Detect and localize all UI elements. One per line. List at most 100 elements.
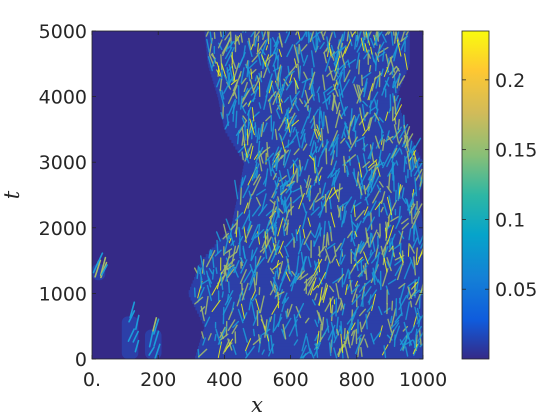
turbulence-streak (372, 188, 382, 204)
colorbar-tick-label: 0.2 (495, 70, 525, 92)
turbulence-streak (265, 73, 273, 93)
turbulence-streak (287, 65, 290, 74)
turbulence-streak (354, 231, 358, 238)
turbulence-streak (287, 303, 293, 318)
turbulent-band-slice (210, 70, 407, 75)
turbulence-streak (272, 270, 277, 291)
turbulent-band-slice (208, 63, 410, 68)
turbulence-streak (393, 124, 400, 143)
turbulence-streak (249, 79, 255, 94)
turbulence-streak (382, 152, 391, 169)
turbulent-band-slice (192, 299, 423, 304)
turbulence-streak (318, 258, 321, 273)
turbulence-streak (369, 106, 377, 112)
turbulence-streak (362, 137, 366, 152)
turbulence-streak (254, 74, 258, 82)
turbulence-streak (299, 345, 307, 359)
turbulence-streak (291, 119, 300, 127)
turbulence-streak (392, 73, 402, 89)
patch-streak (132, 330, 139, 343)
turbulence-streak (362, 212, 371, 220)
turbulence-streak (403, 259, 413, 280)
turbulence-streak (354, 33, 358, 50)
turbulence-streak (335, 79, 339, 86)
turbulence-streak (262, 122, 268, 133)
turbulence-streak (293, 101, 300, 112)
turbulence-streak (303, 230, 312, 245)
turbulence-streak (369, 37, 375, 48)
turbulent-band-slice (208, 250, 423, 255)
turbulence-streak (227, 98, 236, 116)
turbulence-streak (368, 65, 372, 73)
turbulence-streak (257, 42, 259, 52)
turbulence-streak (383, 345, 387, 358)
turbulence-streak (411, 137, 422, 154)
turbulence-streak (382, 48, 385, 62)
turbulence-streak (301, 333, 308, 352)
turbulence-streak (241, 151, 244, 161)
turbulence-streak (282, 122, 292, 141)
patch-streak (154, 343, 161, 359)
turbulence-streak (276, 260, 279, 268)
turbulence-streak (236, 130, 240, 145)
turbulence-streak (253, 277, 257, 292)
turbulence-streak (349, 279, 353, 295)
turbulent-band-slice (231, 224, 423, 229)
turbulence-streak (222, 339, 230, 355)
turbulence-streak (223, 235, 230, 254)
turbulence-streak (337, 273, 345, 283)
turbulence-streak (370, 212, 373, 230)
turbulence-streak (368, 164, 376, 171)
colorbar-tick-label: 0.1 (495, 209, 525, 231)
turbulence-streak (356, 334, 362, 341)
turbulence-streak (328, 196, 332, 210)
turbulence-streak (305, 178, 312, 195)
turbulence-streak (367, 159, 378, 169)
turbulence-streak (390, 31, 394, 46)
turbulence-streak (235, 244, 240, 253)
turbulence-streak (416, 307, 421, 318)
turbulence-streak (274, 128, 278, 141)
turbulence-streak (271, 200, 276, 217)
turbulence-streak (194, 296, 204, 305)
turbulence-streak (233, 266, 239, 278)
turbulence-streak (262, 59, 271, 78)
turbulence-streak (216, 239, 219, 254)
turbulence-streak (323, 31, 327, 37)
turbulence-streak (332, 49, 340, 56)
turbulence-streak (358, 84, 363, 94)
turbulence-streak (373, 72, 383, 80)
turbulent-band-slice (232, 221, 423, 226)
turbulence-streak (282, 216, 288, 226)
turbulence-streak (351, 294, 361, 305)
turbulence-streak (346, 169, 349, 178)
turbulence-streak (252, 173, 261, 186)
turbulence-streak (208, 249, 212, 259)
turbulent-band-slice (205, 37, 410, 42)
y-axis-label: t (0, 190, 24, 199)
turbulence-streak (371, 272, 376, 286)
turbulence-streak (317, 131, 322, 143)
turbulence-streak (397, 118, 400, 131)
turbulence-streak (300, 128, 306, 140)
turbulence-streak (367, 117, 372, 128)
turbulence-streak (357, 246, 361, 253)
turbulence-streak (414, 177, 418, 197)
turbulence-streak (414, 306, 420, 323)
turbulence-streak (412, 237, 418, 249)
turbulence-streak (228, 251, 238, 259)
turbulence-streak (228, 237, 232, 244)
turbulence-streak (415, 247, 418, 266)
turbulence-streak (392, 165, 395, 181)
turbulence-streak (240, 95, 243, 110)
turbulence-streak (315, 31, 321, 43)
turbulence-streak (263, 94, 268, 111)
turbulence-streak (331, 255, 336, 263)
turbulence-streak (364, 31, 367, 35)
turbulence-streak (281, 107, 290, 123)
turbulence-streak (362, 71, 372, 80)
turbulence-streak (411, 151, 415, 170)
turbulence-streak (396, 39, 402, 57)
turbulence-streak (349, 114, 356, 127)
turbulence-streak (329, 285, 335, 293)
